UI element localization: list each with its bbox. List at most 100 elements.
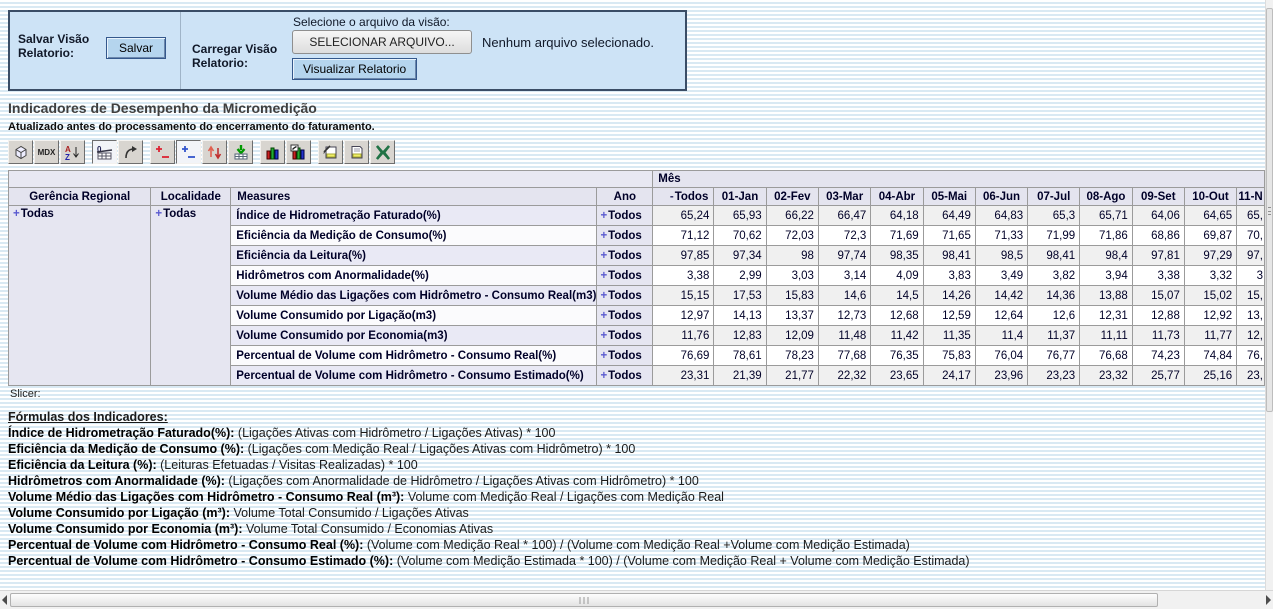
value-cell: 14,36 bbox=[1027, 285, 1081, 306]
select-file-button[interactable]: SELECIONAR ARQUIVO... bbox=[292, 30, 472, 54]
vertical-scrollbar[interactable] bbox=[1265, 0, 1273, 590]
value-cell: 3,32 bbox=[1183, 265, 1238, 286]
ano-cell[interactable]: +Todos bbox=[596, 305, 654, 326]
value-cell: 3,82 bbox=[1027, 265, 1081, 286]
formula-line: Eficiência da Leitura (%): (Leituras Efe… bbox=[8, 458, 418, 472]
vertical-scrollbar-thumb[interactable] bbox=[1266, 8, 1273, 412]
save-button[interactable]: Salvar bbox=[106, 37, 167, 59]
horizontal-scrollbar-thumb[interactable] bbox=[10, 593, 1158, 607]
scroll-left-arrow-icon[interactable] bbox=[2, 595, 7, 605]
value-cell: 15,02 bbox=[1183, 285, 1238, 306]
ano-cell[interactable]: +Todos bbox=[596, 365, 654, 386]
view-report-button[interactable]: Visualizar Relatorio bbox=[292, 58, 418, 80]
value-cell: 66,47 bbox=[817, 205, 872, 226]
expand-icon[interactable]: + bbox=[600, 369, 608, 382]
column-header-gerencia-regional: Gerência Regional bbox=[8, 187, 152, 206]
mdx-icon[interactable]: MDX bbox=[34, 140, 59, 164]
load-view-label: Carregar Visão Relatorio: bbox=[192, 42, 278, 70]
swap-axes-icon[interactable] bbox=[118, 140, 143, 164]
svg-text:0: 0 bbox=[97, 145, 102, 154]
value-cell: 69,87 bbox=[1183, 225, 1238, 246]
formulas-title: Fórmulas dos Indicadores: bbox=[8, 410, 168, 424]
formulas-section: Fórmulas dos Indicadores: Índice de Hidr… bbox=[8, 409, 970, 569]
value-cell: 23,65 bbox=[870, 365, 924, 386]
page-subtitle: Atualizado antes do processamento do enc… bbox=[8, 121, 375, 133]
value-cell: 98,4 bbox=[1079, 245, 1133, 266]
gerencia-regional-cell[interactable]: +Todas bbox=[8, 205, 152, 386]
expand-icon[interactable]: + bbox=[600, 269, 608, 282]
suppress-empty-icon[interactable]: 0 bbox=[92, 140, 117, 164]
value-cell: 64,49 bbox=[922, 205, 976, 226]
measure-label-cell: Índice de Hidrometração Faturado(%) bbox=[230, 205, 598, 226]
value-cell: 12,88 bbox=[1131, 305, 1185, 326]
ano-cell[interactable]: +Todos bbox=[596, 345, 654, 366]
value-cell: 14,26 bbox=[922, 285, 976, 306]
file-status-text: Nenhum arquivo selecionado. bbox=[482, 35, 654, 50]
mes-axis-header: Mês bbox=[652, 170, 1265, 188]
value-cell: 14,5 bbox=[870, 285, 924, 306]
localidade-cell[interactable]: +Todas bbox=[150, 205, 232, 386]
formula-line: Volume Médio das Ligações com Hidrômetro… bbox=[8, 490, 724, 504]
pivot-table: Mês Gerência Regional Localidade Measures An… bbox=[8, 170, 1265, 386]
drill-replace-icon[interactable] bbox=[202, 140, 227, 164]
drill-through-icon[interactable] bbox=[228, 140, 253, 164]
formula-line: Volume Consumido por Economia (m³): Volu… bbox=[8, 522, 494, 536]
value-cell: 3 bbox=[1236, 265, 1265, 286]
value-cell: 97,74 bbox=[817, 245, 872, 266]
formula-line: Índice de Hidrometração Faturado(%): (Li… bbox=[8, 426, 556, 440]
month-header[interactable]: -Todos bbox=[652, 187, 715, 206]
drill-member-icon[interactable] bbox=[150, 140, 175, 164]
expand-icon[interactable]: + bbox=[600, 249, 608, 262]
ano-cell[interactable]: +Todos bbox=[596, 285, 654, 306]
expand-icon[interactable]: + bbox=[600, 229, 608, 242]
column-header-ano: Ano bbox=[596, 187, 654, 206]
value-cell: 12, bbox=[1236, 325, 1265, 346]
scroll-right-arrow-icon[interactable] bbox=[1266, 595, 1271, 605]
value-cell: 66,22 bbox=[765, 205, 819, 226]
measure-label-cell: Hidrômetros com Anormalidade(%) bbox=[230, 265, 598, 286]
value-cell: 76,35 bbox=[870, 345, 924, 366]
value-cell: 98,5 bbox=[974, 245, 1029, 266]
month-header: 05-Mai bbox=[922, 187, 976, 206]
ano-cell[interactable]: +Todos bbox=[596, 245, 654, 266]
value-cell: 11,77 bbox=[1183, 325, 1238, 346]
value-cell: 3,03 bbox=[765, 265, 819, 286]
value-cell: 21,77 bbox=[765, 365, 819, 386]
print-config-icon[interactable] bbox=[318, 140, 343, 164]
value-cell: 24,17 bbox=[922, 365, 976, 386]
value-cell: 22,32 bbox=[817, 365, 872, 386]
value-cell: 12,92 bbox=[1183, 305, 1238, 326]
expand-icon[interactable]: + bbox=[600, 349, 608, 362]
excel-export-icon[interactable] bbox=[370, 140, 395, 164]
month-header: 11-N bbox=[1236, 187, 1265, 206]
column-header-measures: Measures bbox=[230, 187, 598, 206]
chart-config-icon[interactable] bbox=[286, 140, 311, 164]
value-cell: 72,03 bbox=[765, 225, 819, 246]
show-chart-icon[interactable] bbox=[260, 140, 285, 164]
expand-icon[interactable]: + bbox=[600, 329, 608, 342]
drill-position-icon[interactable] bbox=[176, 140, 201, 164]
value-cell: 14,6 bbox=[817, 285, 872, 306]
measure-label-cell: Eficiência da Medição de Consumo(%) bbox=[230, 225, 598, 246]
value-cell: 98,41 bbox=[922, 245, 976, 266]
collapse-icon[interactable]: - bbox=[669, 190, 674, 203]
expand-icon[interactable]: + bbox=[600, 289, 608, 302]
ano-cell[interactable]: +Todos bbox=[596, 325, 654, 346]
value-cell: 23,96 bbox=[974, 365, 1029, 386]
month-header: 07-Jul bbox=[1027, 187, 1081, 206]
print-icon[interactable] bbox=[344, 140, 369, 164]
value-cell: 98,41 bbox=[1027, 245, 1081, 266]
ano-cell[interactable]: +Todos bbox=[596, 265, 654, 286]
expand-icon[interactable]: + bbox=[600, 209, 608, 222]
horizontal-scrollbar[interactable] bbox=[0, 590, 1273, 609]
cube-icon[interactable] bbox=[8, 140, 33, 164]
ano-cell[interactable]: +Todos bbox=[596, 225, 654, 246]
expand-icon[interactable]: + bbox=[600, 309, 608, 322]
expand-icon[interactable]: + bbox=[155, 208, 163, 220]
value-cell: 75,83 bbox=[922, 345, 976, 366]
value-cell: 74,84 bbox=[1183, 345, 1238, 366]
expand-icon[interactable]: + bbox=[13, 208, 20, 220]
value-cell: 71,99 bbox=[1027, 225, 1081, 246]
ano-cell[interactable]: +Todos bbox=[596, 205, 654, 226]
